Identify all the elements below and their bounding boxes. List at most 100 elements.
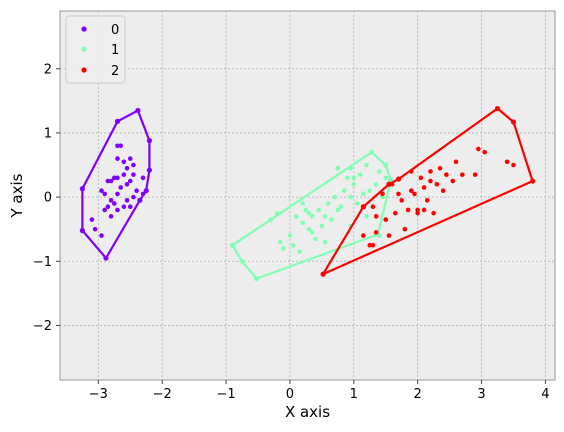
data-point bbox=[127, 178, 133, 184]
data-point bbox=[380, 191, 385, 197]
legend: 0 1 2 bbox=[65, 15, 126, 84]
data-point bbox=[134, 188, 139, 193]
data-point bbox=[140, 175, 146, 181]
y-tick-label: 0 bbox=[44, 191, 52, 206]
data-point bbox=[281, 246, 286, 251]
hull-vertex-point bbox=[510, 119, 517, 125]
data-point bbox=[300, 220, 306, 226]
data-point bbox=[92, 226, 98, 232]
data-point bbox=[115, 207, 120, 213]
data-point bbox=[367, 188, 373, 193]
data-point bbox=[399, 198, 405, 203]
data-point bbox=[476, 146, 481, 152]
data-point bbox=[118, 143, 123, 149]
data-point bbox=[338, 204, 344, 210]
data-point bbox=[370, 242, 376, 248]
hull-vertex-point bbox=[229, 242, 236, 248]
data-point bbox=[453, 159, 459, 165]
data-point bbox=[115, 175, 120, 181]
data-point bbox=[424, 198, 430, 203]
data-point bbox=[348, 165, 353, 171]
hull-outline-0 bbox=[81, 109, 151, 260]
data-point bbox=[348, 194, 353, 200]
series-0 bbox=[79, 107, 153, 261]
legend-marker-1 bbox=[81, 46, 87, 52]
legend-box bbox=[65, 15, 126, 84]
data-point bbox=[108, 214, 114, 219]
data-point bbox=[408, 188, 414, 193]
data-point bbox=[131, 162, 136, 168]
y-tick-label: 1 bbox=[44, 126, 52, 141]
data-point bbox=[108, 178, 114, 184]
series-2 bbox=[320, 105, 536, 277]
data-point bbox=[124, 181, 130, 187]
data-point bbox=[309, 214, 315, 219]
x-tick-label: −1 bbox=[216, 387, 235, 402]
data-point bbox=[373, 214, 379, 219]
legend-label-1: 1 bbox=[111, 43, 119, 58]
data-point bbox=[294, 214, 299, 219]
data-point bbox=[332, 194, 337, 200]
legend-label-0: 0 bbox=[111, 23, 119, 38]
hull-vertex-point bbox=[388, 177, 394, 183]
data-point bbox=[99, 188, 104, 193]
data-series bbox=[79, 105, 536, 282]
x-tick-label: −3 bbox=[89, 387, 108, 402]
data-point bbox=[408, 169, 414, 174]
data-point bbox=[482, 149, 488, 155]
hull-vertex-point bbox=[530, 178, 536, 184]
data-point bbox=[460, 172, 465, 177]
hull-vertex-point bbox=[320, 271, 326, 277]
data-point bbox=[329, 217, 334, 222]
axis-ticks: −3 −2 −1 0 1 2 3 4 −2 −1 0 1 2 bbox=[33, 62, 550, 402]
data-point bbox=[115, 143, 120, 149]
data-point bbox=[345, 175, 350, 181]
data-point bbox=[303, 207, 309, 213]
data-point bbox=[124, 198, 130, 203]
data-point bbox=[335, 207, 341, 213]
hull-vertex-point bbox=[146, 138, 153, 144]
hull-vertex-point bbox=[135, 107, 141, 114]
data-point bbox=[111, 175, 117, 181]
x-tick-label: 0 bbox=[286, 387, 294, 402]
data-point bbox=[386, 233, 392, 238]
data-point bbox=[268, 217, 274, 222]
data-point bbox=[440, 188, 446, 193]
data-point bbox=[127, 156, 133, 161]
data-point bbox=[444, 172, 449, 177]
data-point bbox=[297, 249, 302, 254]
x-tick-label: 3 bbox=[477, 387, 485, 402]
data-point bbox=[405, 207, 411, 213]
data-point bbox=[402, 226, 408, 232]
data-point bbox=[383, 217, 389, 222]
y-tick-label: 2 bbox=[44, 62, 52, 77]
data-point bbox=[421, 185, 427, 190]
data-point bbox=[434, 181, 440, 187]
data-point bbox=[373, 181, 379, 187]
data-point bbox=[105, 178, 111, 184]
data-point bbox=[140, 191, 146, 197]
hull-vertex-point bbox=[494, 105, 501, 112]
legend-marker-0 bbox=[81, 26, 87, 32]
data-point bbox=[357, 172, 363, 177]
data-point bbox=[121, 172, 127, 177]
data-point bbox=[437, 165, 443, 171]
data-point bbox=[127, 204, 133, 210]
legend-marker-2 bbox=[81, 67, 87, 73]
hull-outline-2 bbox=[322, 107, 534, 276]
data-point bbox=[322, 239, 328, 245]
data-point bbox=[115, 191, 120, 197]
data-point bbox=[380, 194, 385, 200]
x-tick-label: 4 bbox=[541, 387, 549, 402]
data-point bbox=[131, 172, 136, 177]
y-axis-label: Y axis bbox=[8, 173, 26, 218]
hull-vertex-point bbox=[239, 258, 245, 264]
hull-vertex-point bbox=[146, 167, 153, 173]
data-point bbox=[341, 188, 347, 193]
data-point bbox=[472, 172, 478, 177]
data-point bbox=[418, 175, 424, 181]
data-point bbox=[393, 210, 398, 216]
data-point bbox=[421, 207, 427, 213]
data-point bbox=[316, 207, 321, 213]
data-point bbox=[102, 207, 108, 213]
